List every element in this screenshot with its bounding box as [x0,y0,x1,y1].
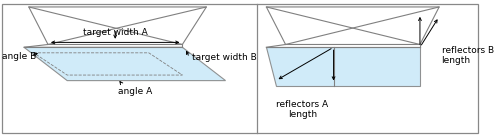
Text: angle B: angle B [3,52,37,61]
Text: angle A: angle A [118,87,152,96]
Text: target width B: target width B [192,53,257,62]
Polygon shape [24,47,225,81]
Polygon shape [267,47,420,86]
Text: reflectors B
length: reflectors B length [441,46,493,65]
Text: reflectors A
length: reflectors A length [276,100,329,120]
Text: target width A: target width A [83,28,148,37]
